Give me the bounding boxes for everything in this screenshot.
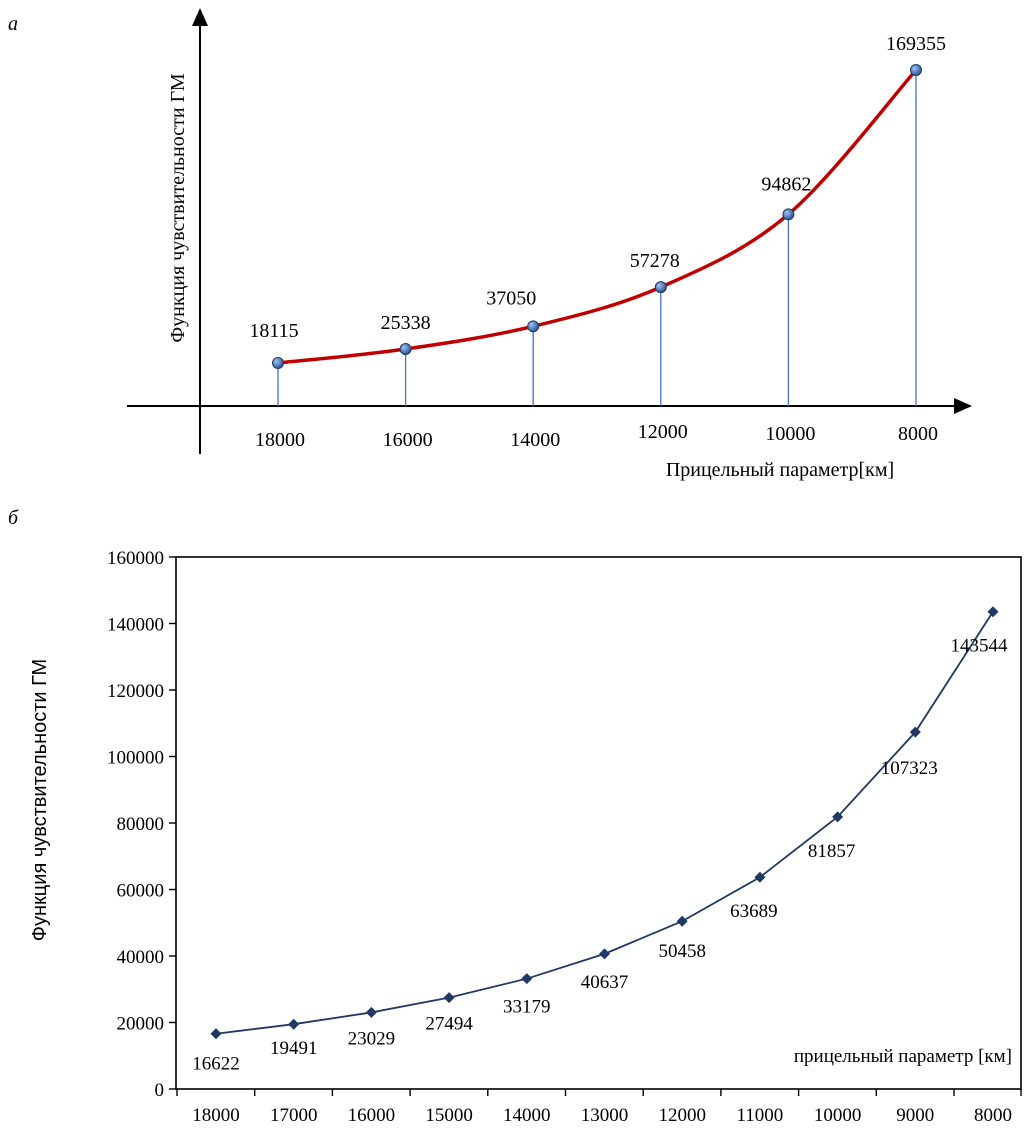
chart-b-data-point xyxy=(832,811,844,823)
chart-b: б Функция чувствительности ГМ прицельный… xyxy=(8,507,1022,1126)
chart-a-x-tick-label: 8000 xyxy=(898,423,938,445)
chart-a: а Функция чувствительности ГМ Прицельный… xyxy=(8,8,972,481)
chart-b-data-label: 81857 xyxy=(808,841,856,862)
chart-b-x-tick-label: 14000 xyxy=(503,1105,551,1126)
chart-b-y-tick-label: 140000 xyxy=(107,615,164,636)
panel-a-letter: а xyxy=(8,13,18,35)
chart-b-data-point xyxy=(521,973,533,985)
chart-b-y-tick-label: 100000 xyxy=(107,748,164,769)
chart-a-x-label: Прицельный параметр[км] xyxy=(666,459,894,481)
chart-b-data-point xyxy=(365,1006,377,1018)
chart-a-x-tick-label: 18000 xyxy=(255,429,305,451)
chart-b-data-point xyxy=(288,1018,300,1030)
chart-a-data-point xyxy=(527,320,540,333)
chart-a-x-tick-label: 10000 xyxy=(765,423,815,445)
chart-b-data-label: 107323 xyxy=(881,758,938,779)
chart-b-x-tick-label: 11000 xyxy=(737,1105,784,1126)
chart-a-series-line xyxy=(277,68,918,365)
chart-a-x-tick-label: 16000 xyxy=(383,429,433,451)
chart-b-x-tick-label: 18000 xyxy=(192,1105,240,1126)
chart-a-x-tick-label: 14000 xyxy=(510,429,560,451)
chart-b-data-point xyxy=(210,1028,222,1040)
chart-b-plot-area xyxy=(175,556,1022,1090)
chart-a-data-label: 37050 xyxy=(486,287,536,309)
chart-b-y-tick-label: 60000 xyxy=(117,881,165,902)
chart-a-data-point xyxy=(782,208,795,221)
chart-b-y-tick-label: 80000 xyxy=(117,814,165,835)
chart-b-data-label: 143544 xyxy=(951,636,1009,657)
chart-b-data-label: 27494 xyxy=(425,1014,473,1035)
chart-b-data-point xyxy=(443,992,455,1004)
chart-b-x-tick-label: 13000 xyxy=(581,1105,629,1126)
chart-b-data-label: 33179 xyxy=(503,997,551,1018)
chart-a-data-label: 169355 xyxy=(886,33,946,55)
chart-b-y-tick-label: 40000 xyxy=(117,947,165,968)
chart-a-data-label: 25338 xyxy=(381,312,431,334)
chart-b-y-tick-label: 160000 xyxy=(107,548,164,569)
chart-b-x-tick-label: 15000 xyxy=(425,1105,473,1126)
chart-b-x-tick-label: 10000 xyxy=(814,1105,862,1126)
chart-b-data-label: 50458 xyxy=(658,941,706,962)
chart-b-data-label: 63689 xyxy=(730,901,778,922)
chart-b-x-tick-label: 12000 xyxy=(658,1105,706,1126)
panel-b-letter: б xyxy=(8,507,19,529)
chart-b-data-point xyxy=(676,915,688,927)
chart-b-data-point xyxy=(599,948,610,960)
chart-a-data-point xyxy=(272,357,284,369)
chart-b-data-label: 16622 xyxy=(192,1054,240,1075)
chart-b-y-tick-label: 0 xyxy=(155,1080,165,1101)
chart-b-x-label: прицельный параметр [км] xyxy=(794,1046,1012,1067)
chart-b-data-point xyxy=(754,871,766,883)
chart-a-data-label: 94862 xyxy=(761,173,811,195)
chart-b-series-line xyxy=(215,611,994,1035)
chart-a-data-label: 18115 xyxy=(249,320,298,342)
chart-b-data-label: 19491 xyxy=(270,1038,318,1059)
chart-a-x-axis-arrow xyxy=(954,398,972,414)
chart-b-y-label: Функция чувствительности ГМ xyxy=(29,659,51,941)
chart-b-data-label: 23029 xyxy=(348,1028,396,1049)
chart-b-x-tick-label: 8000 xyxy=(974,1105,1012,1126)
chart-a-x-tick-label: 12000 xyxy=(638,421,688,443)
chart-b-data-point xyxy=(987,606,999,618)
chart-b-data-label: 40637 xyxy=(581,972,629,993)
chart-b-y-tick-label: 120000 xyxy=(107,681,164,702)
chart-a-y-axis-arrow xyxy=(192,8,208,26)
chart-a-data-point xyxy=(399,343,412,356)
chart-b-data-point xyxy=(909,726,921,738)
chart-b-x-tick-label: 17000 xyxy=(270,1105,318,1126)
chart-a-y-label: Функция чувствительности ГМ xyxy=(167,73,189,343)
chart-a-data-label: 57278 xyxy=(630,250,680,272)
chart-b-y-tick-label: 20000 xyxy=(117,1014,165,1035)
chart-b-x-tick-label: 9000 xyxy=(896,1105,934,1126)
chart-a-data-point xyxy=(654,281,667,294)
chart-a-data-point xyxy=(910,64,922,76)
chart-b-x-tick-label: 16000 xyxy=(348,1105,396,1126)
